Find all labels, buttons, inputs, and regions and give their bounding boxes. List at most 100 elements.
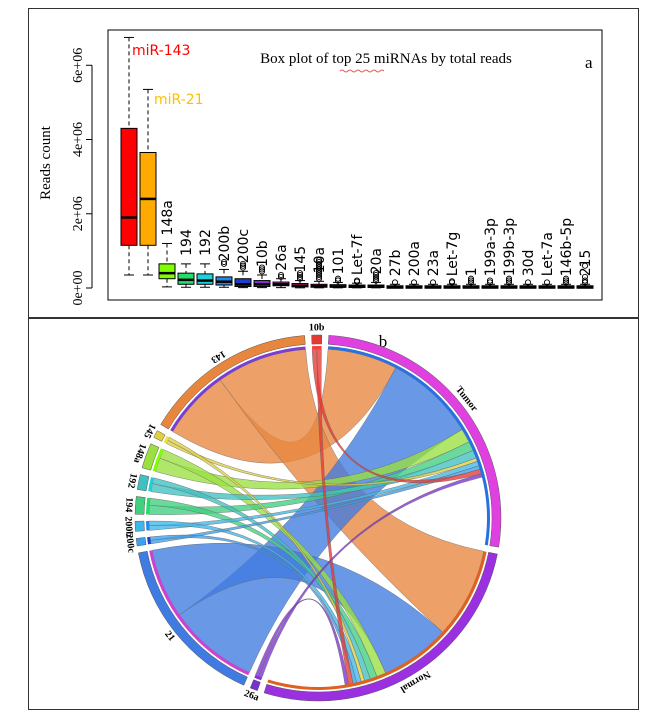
plot-border (107, 29, 603, 301)
series-label: 26a (274, 244, 290, 270)
outlier-point (543, 279, 551, 286)
outlier-point (315, 275, 323, 282)
series-label: 199a-3p (483, 218, 499, 276)
panel-b-frame (28, 318, 639, 710)
outlier-point (258, 268, 266, 275)
series-label: 194 (179, 229, 195, 256)
sector-arc (311, 334, 323, 345)
box (158, 263, 176, 280)
outlier-point (562, 275, 570, 282)
outlier-point (505, 277, 513, 284)
outlier-point (486, 277, 494, 284)
sector-arc (138, 550, 248, 686)
box (120, 127, 138, 246)
outlier-point (334, 277, 342, 284)
outlier-point (258, 266, 266, 273)
sector-arc (141, 443, 160, 471)
outlier-point (391, 279, 399, 286)
series-label: 20a (369, 248, 385, 274)
chord-link (149, 497, 378, 679)
series-label: 23a (426, 250, 442, 276)
outlier-point (277, 271, 285, 279)
outlier-point (239, 264, 247, 271)
series-label: 27b (388, 249, 404, 276)
chart-title: Box plot of top 25 miRNAs by total reads (260, 51, 512, 67)
sector-arc (136, 474, 150, 492)
outlier-point (581, 279, 589, 286)
outlier-point (372, 273, 380, 280)
box (234, 278, 252, 288)
chord-link (152, 477, 371, 681)
outlier-point (239, 260, 247, 267)
y-tick-label: 2e+06 (71, 196, 86, 231)
box (196, 273, 214, 285)
outlier-point (505, 279, 513, 286)
sector-arc (134, 496, 146, 515)
outlier-point (486, 279, 494, 286)
outlier-point (562, 277, 570, 284)
outlier-point (524, 279, 532, 286)
series-label: 101 (331, 248, 347, 275)
panel-a-frame (28, 8, 639, 318)
sector-label: 200c (123, 533, 137, 554)
sector-track (311, 345, 322, 350)
y-axis-label: Reads count (38, 125, 54, 200)
series-label: 199b-3p (502, 218, 518, 277)
sector-label: 194 (123, 497, 135, 513)
outlier-point (467, 275, 475, 282)
sector-arc (135, 537, 147, 547)
outlier-point (429, 279, 437, 286)
title-spellcheck-underline (339, 69, 385, 73)
series-label: 148a (160, 200, 176, 235)
outlier-point (581, 277, 589, 284)
outlier-point (562, 279, 570, 286)
series-label: 10b (255, 240, 271, 267)
sector-arc (263, 551, 498, 702)
sector-track (146, 497, 151, 515)
chord-link (159, 449, 386, 677)
sector-arc (328, 335, 502, 548)
series-label: 200a (407, 241, 423, 276)
sector-label: 10b (309, 322, 325, 333)
outlier-point (277, 273, 285, 280)
outlier-point (353, 278, 361, 285)
sector-track (147, 536, 151, 545)
sector-label: 192 (125, 472, 139, 489)
series-label: 192 (198, 229, 214, 256)
sector-track (254, 674, 263, 681)
series-label: Let-7g (445, 232, 461, 277)
box-plot: Reads count Box plot of top 25 miRNAs by… (38, 29, 603, 306)
outlier-point (296, 273, 304, 280)
chord-link (148, 520, 362, 683)
outlier-point (258, 264, 266, 271)
series-label: 10a (312, 247, 328, 273)
series-label: 145 (293, 246, 309, 273)
series-label: 200c (236, 229, 252, 263)
outlier-point (581, 262, 589, 269)
outlier-point (239, 262, 247, 269)
sector-arc (249, 679, 261, 691)
outlier-point (505, 275, 513, 282)
sector-label: 26a (242, 688, 260, 704)
outlier-point (315, 271, 323, 279)
series-label: Let-7f (350, 234, 366, 276)
y-tick-label: 4e+06 (71, 122, 86, 157)
sector-track (148, 477, 154, 492)
outlier-point (467, 277, 475, 284)
series-label: Let-7a (540, 232, 556, 276)
outlier-point (448, 279, 456, 286)
outlier-point (372, 277, 380, 284)
outlier-point (296, 275, 304, 282)
series-label: 200b (217, 226, 233, 262)
panel-b-letter: b (379, 332, 388, 351)
y-tick-label: 0e+00 (71, 270, 86, 305)
outlier-point (296, 271, 304, 279)
sector-arc (153, 430, 166, 442)
sector-arc (160, 335, 306, 430)
sector-track (152, 448, 164, 472)
series-label: 215 (578, 250, 594, 277)
outlier-point (334, 275, 342, 282)
series-label: miR-21 (154, 92, 204, 108)
series-label: 146b-5p (559, 218, 575, 277)
